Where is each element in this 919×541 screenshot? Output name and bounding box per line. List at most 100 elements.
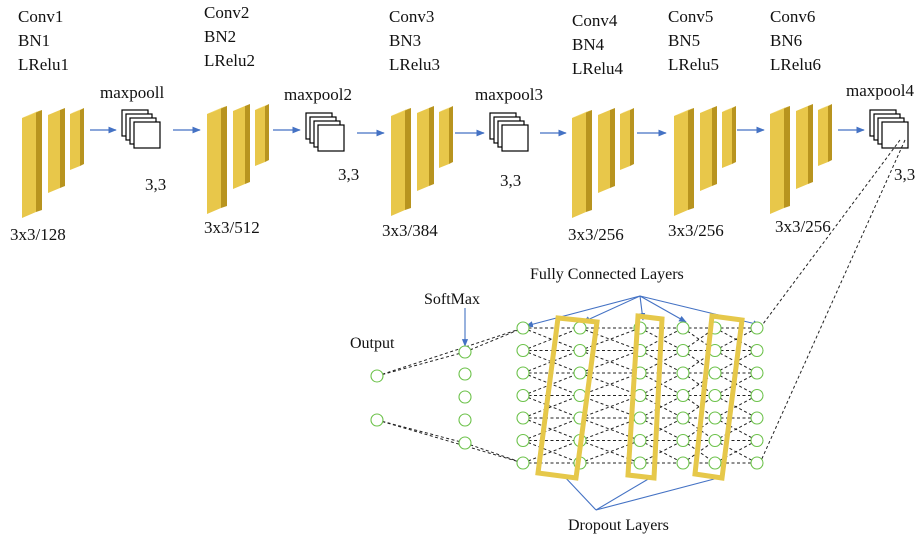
output-neuron xyxy=(370,369,384,383)
dropout-layer-markers xyxy=(535,313,745,481)
fc-edge xyxy=(522,417,581,441)
maxpool-label: maxpool3 xyxy=(475,85,543,104)
conv-layer-stack xyxy=(207,104,269,214)
fc-neuron xyxy=(708,456,722,470)
fc-neuron xyxy=(750,433,764,448)
fc-neuron xyxy=(676,456,690,470)
softmax-neuron xyxy=(458,345,472,359)
maxpool-3: maxpool3 3,3 xyxy=(475,85,543,190)
conv-slab xyxy=(818,104,832,166)
flow-arrows xyxy=(90,126,865,137)
fc-title: Fully Connected Layers xyxy=(530,266,684,283)
conv-slab xyxy=(620,108,634,170)
fc-neuron xyxy=(633,456,647,470)
fc-neuron xyxy=(676,343,690,358)
conv-slab xyxy=(796,104,813,189)
conv-layer-stack xyxy=(22,108,84,218)
softmax-neuron xyxy=(458,390,472,404)
conv-slab xyxy=(207,106,227,214)
pointer-line xyxy=(582,295,641,323)
lrelu-label: LRelu5 xyxy=(668,55,719,74)
fc-edge xyxy=(522,417,581,441)
dropout-marker xyxy=(625,313,665,481)
fc-neuron xyxy=(516,411,530,425)
fc-neuron xyxy=(516,366,530,380)
conv-block-4: Conv4 BN4 LRelu4 3x3/256 xyxy=(568,11,634,244)
conv-slab xyxy=(770,106,790,214)
fc-neuron xyxy=(516,433,530,448)
dropout-marker xyxy=(692,313,745,481)
fc-edge xyxy=(759,139,906,464)
maxpool-label: maxpool2 xyxy=(284,85,352,104)
conv-block-5: Conv5 BN5 LRelu5 3x3/256 xyxy=(668,7,736,240)
fc-neuron xyxy=(676,366,690,380)
fc-neuron xyxy=(676,433,690,448)
pool-feature-maps xyxy=(305,112,345,152)
fc-edge xyxy=(639,417,684,441)
conv-size-label: 3x3/128 xyxy=(10,225,66,244)
maxpool-4: maxpool4 3,3 xyxy=(846,81,915,184)
maxpool-2: maxpool2 3,3 xyxy=(284,85,359,184)
fc-neuron xyxy=(676,411,690,425)
conv-slab xyxy=(233,104,250,189)
bn-label: BN1 xyxy=(18,31,50,50)
pool-size-label: 3,3 xyxy=(894,165,915,184)
conv-size-label: 3x3/384 xyxy=(382,221,438,240)
softmax-label: SoftMax xyxy=(424,291,480,308)
output-neuron xyxy=(370,413,384,427)
fc-edge xyxy=(639,395,684,419)
fc-edge xyxy=(522,395,581,419)
conv-size-label: 3x3/512 xyxy=(204,218,260,237)
fc-neuron xyxy=(573,343,587,358)
fc-neuron xyxy=(573,321,587,335)
conv-block-1: Conv1 BN1 LRelu1 3x3/128 xyxy=(10,7,84,244)
pool-feature-maps xyxy=(869,109,909,149)
pool-map xyxy=(317,124,345,152)
fc-neuron xyxy=(633,388,647,403)
conv-block-3: Conv3 BN3 LRelu3 3x3/384 xyxy=(382,7,453,240)
pool-feature-maps xyxy=(121,109,161,149)
pointer-line xyxy=(562,474,597,511)
fc-edge xyxy=(714,327,758,351)
lrelu-label: LRelu6 xyxy=(770,55,821,74)
fc-neuron xyxy=(708,388,722,403)
conv-slab xyxy=(700,106,717,191)
fc-neuron xyxy=(676,388,690,403)
bn-label: BN2 xyxy=(204,27,236,46)
conv-size-label: 3x3/256 xyxy=(668,221,724,240)
fc-edge xyxy=(579,327,641,351)
maxpool-label: maxpooll xyxy=(100,83,164,102)
dropout-marker xyxy=(535,315,600,481)
pool-map xyxy=(501,124,529,152)
fc-neuron xyxy=(516,343,530,358)
annotation-pointers xyxy=(461,295,761,511)
pointer-line xyxy=(525,295,641,328)
pool-map xyxy=(881,121,909,149)
lrelu-label: LRelu2 xyxy=(204,51,255,70)
conv-slab xyxy=(722,106,736,168)
conv-label: Conv5 xyxy=(668,7,713,26)
conv-block-2: Conv2 BN2 LRelu2 3x3/512 xyxy=(204,3,269,237)
fc-neuron xyxy=(750,411,764,425)
fc-neuron xyxy=(750,321,764,335)
fc-neuron xyxy=(676,321,690,335)
fc-edge xyxy=(639,372,684,396)
fc-neuron xyxy=(708,433,722,448)
conv-layer-stack xyxy=(770,104,832,214)
maxpool-label: maxpool4 xyxy=(846,81,914,100)
fc-edge xyxy=(522,350,581,374)
conv-layer-stack xyxy=(391,106,453,216)
fc-neuron xyxy=(516,456,530,470)
lrelu-label: LRelu3 xyxy=(389,55,440,74)
conv-slab xyxy=(255,104,269,166)
conv-slab xyxy=(598,108,615,193)
lrelu-label: LRelu4 xyxy=(572,59,623,78)
fc-edge xyxy=(522,395,581,419)
fc-neuron xyxy=(573,366,587,380)
fc-edge xyxy=(376,351,466,377)
conv-slab xyxy=(572,110,592,218)
conv-slab xyxy=(439,106,453,168)
fc-edge xyxy=(464,442,524,464)
pointer-line xyxy=(595,477,651,511)
